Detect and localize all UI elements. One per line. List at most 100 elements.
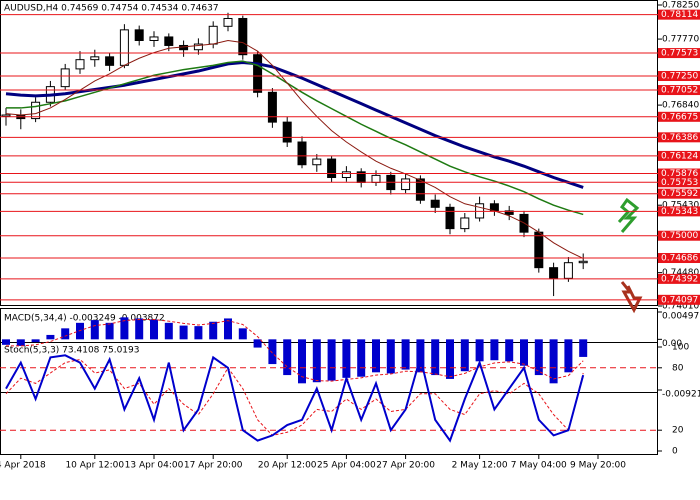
macd-bar: [549, 339, 558, 384]
level-label: 0.75753: [661, 178, 698, 188]
macd-signal: [6, 319, 584, 382]
y-tick-label: 0.78250: [662, 1, 699, 11]
level-box: [658, 168, 700, 179]
candle-body: [282, 121, 292, 143]
level-box: [658, 48, 700, 59]
stoch-main: [5, 353, 585, 443]
level-box: [658, 85, 700, 96]
candle-body: [164, 36, 174, 46]
candle-body: [460, 217, 470, 230]
candle-body: [238, 17, 248, 56]
x-tick-label: 20 Apr 12:00: [258, 461, 317, 471]
y-tick-label: 0.74480: [662, 268, 699, 278]
x-tick-label: 2 May 12:00: [452, 461, 508, 471]
level-box: [658, 206, 700, 217]
chart-title: AUDUSD,H4 0.74569 0.74754 0.74534 0.7463…: [4, 4, 219, 14]
macd-bar: [268, 339, 277, 365]
macd-bar: [135, 318, 144, 340]
candle-body: [208, 25, 218, 45]
macd-bar: [534, 339, 543, 376]
candle-body: [134, 29, 144, 41]
candle-body: [60, 68, 70, 88]
level-box: [658, 230, 700, 241]
y-tick-label: 0.76840: [662, 101, 699, 111]
candle-body: [445, 206, 455, 230]
candle-body: [31, 101, 41, 120]
y-tick-label: 0.74010: [662, 302, 699, 312]
macd-bar: [372, 339, 380, 373]
macd-bar: [105, 322, 114, 340]
y-tick-label: 20: [672, 426, 684, 436]
macd-bar: [386, 339, 395, 374]
moving-average: [5, 60, 584, 189]
candle-body: [149, 36, 159, 41]
level-label: 0.75000: [661, 231, 698, 241]
macd-bar: [2, 339, 10, 345]
y-tick-label: 0.75430: [662, 201, 699, 211]
macd-bar: [46, 334, 55, 340]
level-box: [658, 253, 700, 264]
macd-bar: [446, 339, 454, 379]
candle-body: [193, 43, 203, 51]
candle-body: [223, 17, 233, 27]
y-tick-label: -0.009215: [662, 390, 700, 400]
candle-body: [371, 174, 381, 183]
macd-bar: [579, 339, 588, 357]
candle-body: [75, 59, 85, 70]
macd-title: MACD(5,34,4) -0.003249 -0.003872: [4, 314, 165, 324]
candle-body: [430, 199, 440, 208]
macd-bar: [475, 339, 484, 362]
macd-bar: [238, 328, 247, 340]
macd-bar: [253, 339, 262, 348]
candle-body: [1, 114, 11, 117]
macd-bar: [16, 339, 25, 346]
macd-bar: [505, 339, 514, 362]
level-label: 0.76124: [661, 151, 698, 161]
macd-bar: [209, 321, 218, 340]
level-box: [658, 111, 700, 122]
level-box: [658, 70, 700, 81]
macd-bar: [357, 339, 366, 377]
level-label: 0.74392: [661, 274, 698, 284]
level-box: [658, 188, 700, 199]
candle-body: [90, 56, 100, 61]
stoch-title: Stoch(5,3,3) 73.4108 75.0193: [4, 346, 139, 356]
candle-body: [297, 141, 307, 166]
macd-bar: [61, 328, 70, 340]
level-label: 0.76675: [661, 112, 698, 122]
macd-bar: [179, 325, 188, 340]
candle-body: [327, 158, 337, 179]
level-label: 0.75592: [661, 189, 698, 199]
level-label: 0.75343: [661, 207, 698, 217]
x-tick-label: 4 Apr 2018: [0, 461, 46, 471]
macd-bar: [120, 317, 129, 340]
macd-bar: [520, 339, 528, 366]
down-arrow: [620, 281, 643, 314]
level-box: [658, 9, 700, 20]
y-tick-label: 0.77770: [662, 35, 699, 45]
candle-body: [312, 158, 322, 166]
main-frame: [0, 0, 658, 306]
x-tick-label: 27 Apr 20:00: [376, 461, 435, 471]
macd-bar: [298, 339, 306, 384]
level-label: 0.74686: [661, 254, 698, 264]
macd-bar: [150, 319, 158, 340]
level-label: 0.76386: [661, 133, 698, 143]
macd-bar: [327, 339, 336, 381]
y-tick-label: 80: [672, 363, 684, 373]
y-tick-label: 0.00: [662, 339, 682, 349]
level-box: [658, 132, 700, 143]
macd-bar: [224, 318, 232, 340]
level-label: 0.78114: [661, 10, 698, 20]
macd-bar: [342, 339, 351, 378]
stoch-signal: [5, 358, 584, 436]
macd-bar: [564, 339, 573, 373]
y-tick-label: 0.004971: [662, 312, 700, 322]
macd-bar: [90, 320, 99, 340]
candle-body: [549, 267, 559, 279]
candle-body: [253, 54, 263, 93]
moving-average: [5, 39, 584, 259]
candle-body: [267, 91, 277, 123]
